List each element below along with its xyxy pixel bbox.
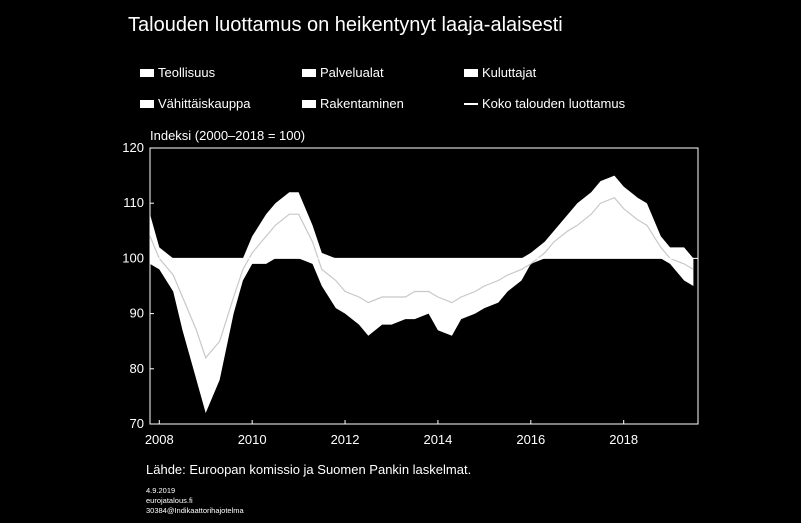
- footer-site: eurojatalous.fi: [146, 496, 193, 505]
- legend-swatch: [302, 68, 316, 77]
- legend-item-koko-talous: Koko talouden luottamus: [464, 96, 625, 111]
- legend-label: Palvelualat: [320, 65, 384, 80]
- legend-swatch: [140, 68, 154, 77]
- x-tick-label: 2016: [516, 432, 545, 447]
- footer-date: 4.9.2019: [146, 486, 176, 495]
- series-envelope-area: [150, 175, 694, 413]
- y-tick-label: 90: [130, 306, 144, 321]
- x-tick-label: 2012: [331, 432, 360, 447]
- legend-label: Rakentaminen: [320, 96, 404, 111]
- legend-label: Vähittäiskauppa: [158, 96, 251, 111]
- y-tick-label: 100: [122, 250, 144, 265]
- legend-label: Koko talouden luottamus: [482, 96, 626, 111]
- x-tick-label: 2018: [609, 432, 638, 447]
- y-tick-label: 80: [130, 361, 144, 376]
- footer-code: 30384@Indikaattorihajotelma: [146, 506, 244, 515]
- legend-label: Teollisuus: [158, 65, 216, 80]
- legend-label: Kuluttajat: [482, 65, 537, 80]
- chart-title: Talouden luottamus on heikentynyt laaja-…: [128, 14, 563, 36]
- legend-swatch: [302, 99, 316, 108]
- y-tick-label: 110: [123, 195, 144, 210]
- y-axis-label: Indeksi (2000–2018 = 100): [150, 128, 306, 143]
- series-line-koko-talous: [149, 196, 694, 360]
- legend-item-kuluttajat: Kuluttajat: [464, 65, 536, 80]
- y-tick-label: 120: [122, 140, 144, 155]
- x-tick-label: 2010: [238, 432, 267, 447]
- legend-item-palvelualat: Palvelualat: [302, 65, 384, 80]
- legend-swatch: [140, 99, 154, 108]
- legend-item-teollisuus: Teollisuus: [140, 65, 215, 80]
- plot-frame: [149, 147, 699, 425]
- x-tick-label: 2014: [423, 432, 452, 447]
- legend-swatch: [464, 102, 478, 105]
- x-tick-label: 2008: [145, 432, 174, 447]
- source-note: Lähde: Euroopan komissio ja Suomen Panki…: [146, 462, 472, 477]
- y-tick-label: 70: [130, 416, 144, 431]
- legend-item-rakentaminen: Rakentaminen: [302, 96, 404, 111]
- legend-swatch: [464, 68, 478, 77]
- legend-item-vahittaiskauppa: Vähittäiskauppa: [140, 96, 251, 111]
